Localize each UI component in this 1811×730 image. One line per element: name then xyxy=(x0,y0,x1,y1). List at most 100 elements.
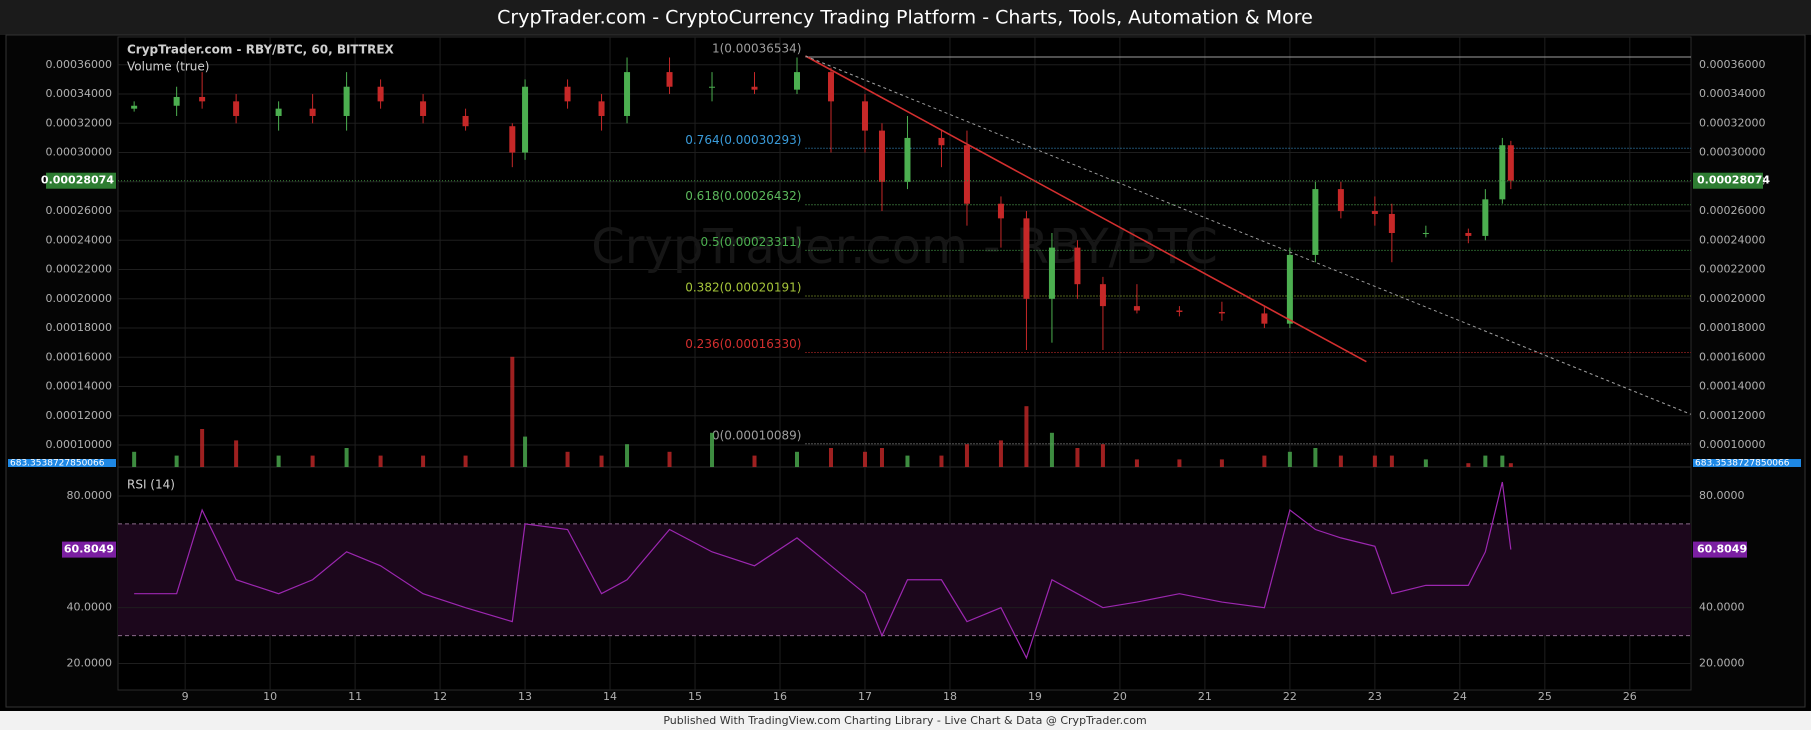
y-tick-label: 0.00034000 xyxy=(1699,87,1765,100)
candle-body xyxy=(1499,145,1506,200)
x-tick-label: 13 xyxy=(518,690,532,703)
volume-bar xyxy=(1466,463,1471,467)
volume-bar xyxy=(710,432,715,467)
volume-bar xyxy=(174,455,179,467)
x-tick-label: 20 xyxy=(1113,690,1127,703)
y-tick-label: 0.00024000 xyxy=(1699,233,1765,246)
candle-body xyxy=(861,101,868,131)
candle-body xyxy=(709,86,716,88)
candle-body xyxy=(509,126,516,153)
x-tick-label: 26 xyxy=(1623,690,1637,703)
candle-body xyxy=(1371,211,1378,214)
current-price-tag xyxy=(1693,172,1763,189)
candle-body xyxy=(1312,189,1319,255)
volume-bar xyxy=(565,451,570,467)
y-tick-label: 0.00032000 xyxy=(1699,116,1765,129)
volume-bar xyxy=(667,451,672,467)
legend-text: Volume (true) xyxy=(127,60,209,74)
volume-bar xyxy=(1423,459,1428,467)
candle-body xyxy=(522,86,529,153)
x-tick-label: 18 xyxy=(943,690,957,703)
y-tick-label: 80.0000 xyxy=(1699,489,1745,502)
volume-bar xyxy=(1389,455,1394,467)
fib-label: 0.236(0.00016330) xyxy=(685,337,801,351)
volume-bar xyxy=(276,455,281,467)
y-tick-label: 0.00012000 xyxy=(46,409,112,422)
y-tick-label: 40.0000 xyxy=(1699,601,1745,614)
volume-bar xyxy=(132,451,137,467)
volume-bar xyxy=(998,440,1003,467)
candle-body xyxy=(598,101,605,116)
current-price-label: 0.00028074 xyxy=(41,174,114,187)
volume-bar xyxy=(862,451,867,467)
volume-bar xyxy=(1500,455,1505,467)
candle-body xyxy=(1176,310,1183,312)
candle-body xyxy=(997,203,1004,219)
y-tick-label: 0.00014000 xyxy=(1699,380,1765,393)
candle-body xyxy=(343,86,350,116)
x-tick-label: 10 xyxy=(263,690,277,703)
volume-bar xyxy=(421,455,426,467)
volume-bar xyxy=(510,356,515,467)
y-tick-label: 20.0000 xyxy=(1699,656,1745,669)
volume-bar xyxy=(200,429,205,467)
candle-body xyxy=(1023,218,1030,299)
candle-body xyxy=(233,101,240,116)
volume-bar xyxy=(1177,459,1182,467)
legend-text: CrypTrader.com - RBY/BTC, 60, BITTREX xyxy=(127,43,395,57)
y-tick-label: 0.00016000 xyxy=(46,350,112,363)
y-tick-label: 0.00018000 xyxy=(1699,321,1765,334)
volume-bar xyxy=(1372,455,1377,467)
fib-label: 0.618(0.00026432) xyxy=(685,189,801,203)
candle-body xyxy=(878,130,885,182)
footer-bar xyxy=(0,711,1811,730)
x-tick-label: 25 xyxy=(1538,690,1552,703)
fib-label: 0(0.00010089) xyxy=(712,428,802,442)
volume-bar xyxy=(234,440,239,467)
y-tick-label: 0.00018000 xyxy=(46,321,112,334)
y-tick-label: 0.00026000 xyxy=(1699,204,1765,217)
footer-text: Published With TradingView.com Charting … xyxy=(663,714,1146,727)
volume-bar xyxy=(1262,455,1267,467)
candle-body xyxy=(420,101,427,116)
volume-bar xyxy=(344,448,349,467)
volume-bar xyxy=(1100,444,1105,467)
y-tick-label: 0.00036000 xyxy=(1699,58,1765,71)
candle-body xyxy=(1465,232,1472,236)
y-tick-label: 0.00030000 xyxy=(1699,146,1765,159)
candle-body xyxy=(1074,247,1081,285)
y-tick-label: 0.00010000 xyxy=(1699,438,1765,451)
candle-body xyxy=(173,96,180,106)
rsi-line xyxy=(134,481,1512,660)
volume-bar xyxy=(1508,463,1513,467)
y-tick-label: 0.00022000 xyxy=(46,263,112,276)
x-tick-label: 16 xyxy=(773,690,787,703)
x-tick-label: 19 xyxy=(1028,690,1042,703)
x-tick-label: 22 xyxy=(1283,690,1297,703)
volume-bar xyxy=(828,448,833,467)
candle-body xyxy=(1507,145,1514,181)
x-tick-label: 23 xyxy=(1368,690,1382,703)
x-tick-label: 17 xyxy=(858,690,872,703)
x-tick-label: 12 xyxy=(433,690,447,703)
volume-bar xyxy=(879,448,884,467)
volume-bar xyxy=(310,455,315,467)
candle-body xyxy=(1133,306,1140,311)
y-tick-label: 0.00026000 xyxy=(46,204,112,217)
candle-body xyxy=(1286,254,1293,324)
volume-bar xyxy=(1313,448,1318,467)
y-tick-label: 0.00020000 xyxy=(46,292,112,305)
volume-tag xyxy=(8,459,116,467)
candle-body xyxy=(377,86,384,102)
candle-body xyxy=(1099,284,1106,307)
candle-body xyxy=(131,105,138,109)
candle-body xyxy=(963,145,970,204)
rsi-current-tag xyxy=(1693,541,1747,558)
header-title: CrypTrader.com - CryptoCurrency Trading … xyxy=(497,7,1313,29)
y-tick-label: 0.00020000 xyxy=(1699,292,1765,305)
candle-body xyxy=(1422,232,1429,234)
candle-body xyxy=(1337,189,1344,212)
fib-label: 0.382(0.00020191) xyxy=(685,281,801,295)
current-price-label: 0.00028074 xyxy=(1697,174,1770,187)
